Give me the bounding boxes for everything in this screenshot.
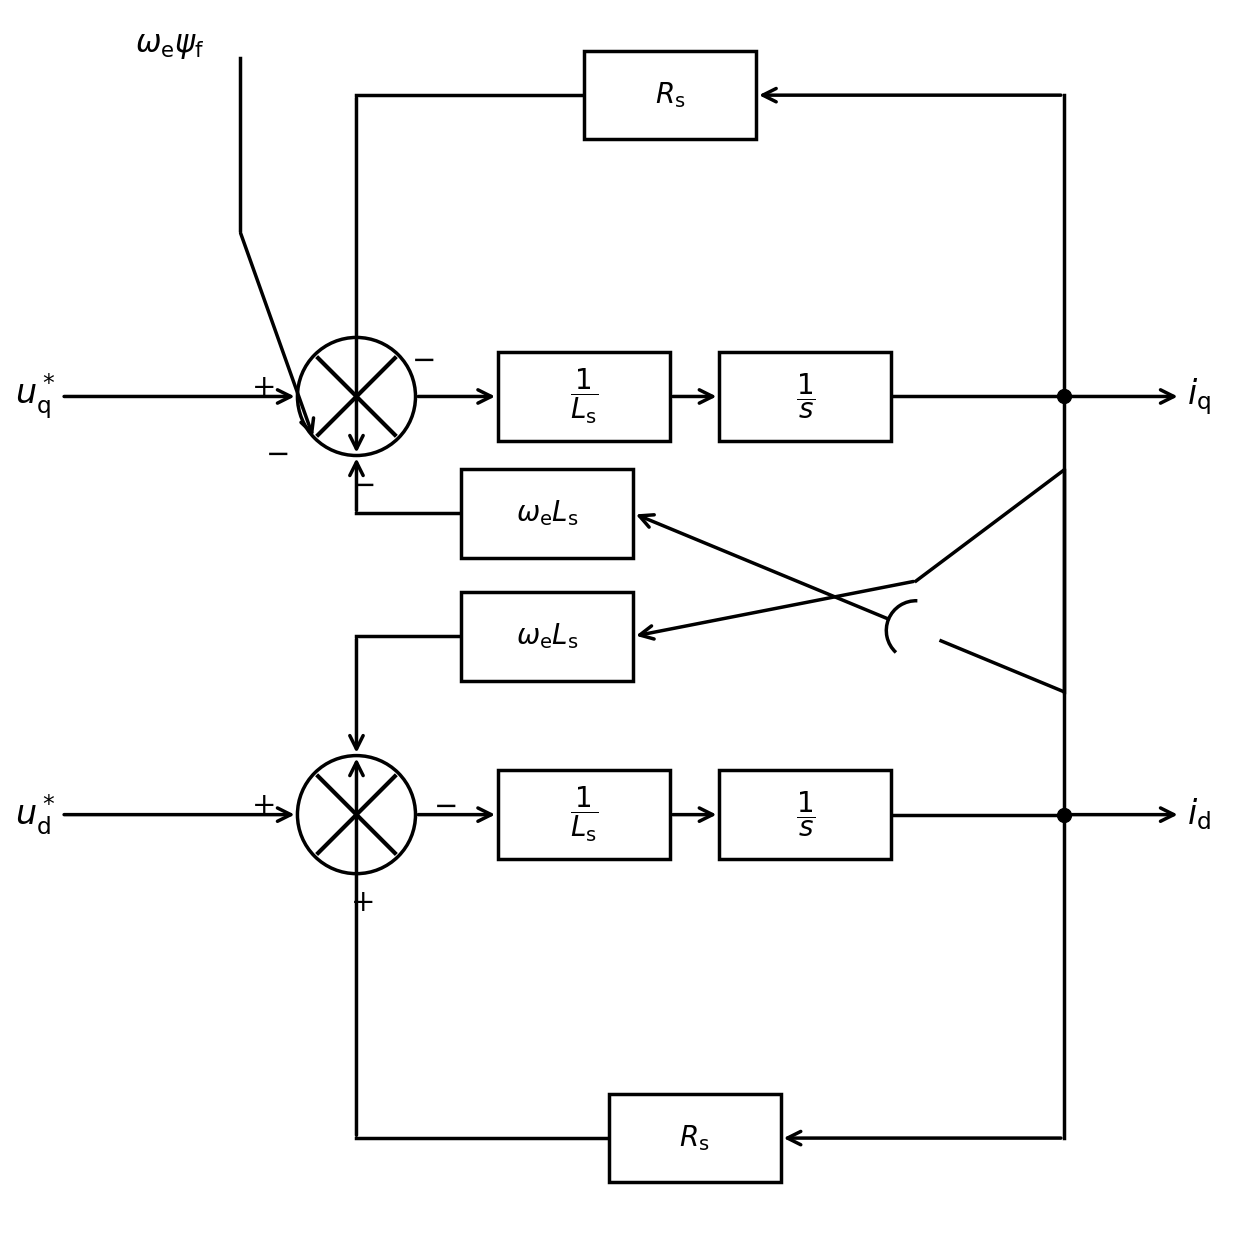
Text: $i_\mathrm{q}$: $i_\mathrm{q}$ (1187, 376, 1210, 417)
Text: $\omega_\mathrm{e}L_\mathrm{s}$: $\omega_\mathrm{e}L_\mathrm{s}$ (516, 498, 578, 528)
Text: $\dfrac{1}{L_\mathrm{s}}$: $\dfrac{1}{L_\mathrm{s}}$ (570, 367, 598, 427)
FancyBboxPatch shape (461, 592, 634, 680)
Text: $u_\mathrm{q}^*$: $u_\mathrm{q}^*$ (15, 372, 55, 421)
FancyBboxPatch shape (498, 352, 670, 441)
Text: +: + (351, 889, 374, 917)
Text: $\dfrac{1}{s}$: $\dfrac{1}{s}$ (796, 790, 815, 840)
Text: $u_\mathrm{d}^*$: $u_\mathrm{d}^*$ (15, 792, 55, 836)
Text: $\omega_\mathrm{e}L_\mathrm{s}$: $\omega_\mathrm{e}L_\mathrm{s}$ (516, 622, 578, 651)
Circle shape (298, 337, 415, 456)
FancyBboxPatch shape (609, 1093, 781, 1182)
Text: $-$: $-$ (433, 792, 456, 820)
Text: +: + (252, 374, 277, 402)
Text: $\dfrac{1}{s}$: $\dfrac{1}{s}$ (796, 372, 815, 422)
Circle shape (298, 755, 415, 874)
FancyBboxPatch shape (719, 770, 892, 859)
FancyBboxPatch shape (719, 352, 892, 441)
Text: $\omega_\mathrm{e}\psi_\mathrm{f}$: $\omega_\mathrm{e}\psi_\mathrm{f}$ (135, 30, 205, 61)
Text: +: + (252, 792, 277, 820)
FancyBboxPatch shape (498, 770, 670, 859)
Text: $-$: $-$ (351, 470, 374, 499)
Text: $R_\mathrm{s}$: $R_\mathrm{s}$ (680, 1123, 711, 1153)
FancyBboxPatch shape (461, 469, 634, 558)
Text: $R_\mathrm{s}$: $R_\mathrm{s}$ (655, 80, 686, 110)
Text: $-$: $-$ (265, 439, 289, 468)
Text: $\dfrac{1}{L_\mathrm{s}}$: $\dfrac{1}{L_\mathrm{s}}$ (570, 785, 598, 845)
Text: $-$: $-$ (412, 346, 434, 373)
Text: $i_\mathrm{d}$: $i_\mathrm{d}$ (1187, 796, 1210, 832)
FancyBboxPatch shape (584, 51, 756, 140)
